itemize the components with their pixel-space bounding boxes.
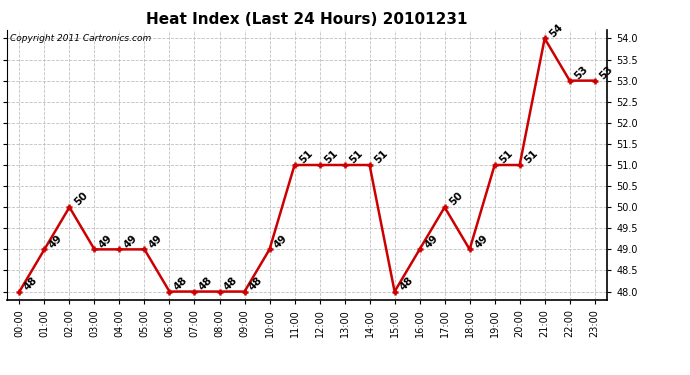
Text: 51: 51 [322, 148, 339, 166]
Text: 48: 48 [197, 275, 215, 292]
Text: 48: 48 [397, 275, 415, 292]
Text: 50: 50 [72, 190, 90, 208]
Text: 49: 49 [473, 232, 490, 250]
Text: Copyright 2011 Cartronics.com: Copyright 2011 Cartronics.com [10, 34, 151, 43]
Text: 51: 51 [347, 148, 365, 166]
Title: Heat Index (Last 24 Hours) 20101231: Heat Index (Last 24 Hours) 20101231 [146, 12, 468, 27]
Text: 53: 53 [598, 64, 615, 81]
Text: 49: 49 [122, 232, 139, 250]
Text: 49: 49 [422, 232, 440, 250]
Text: 51: 51 [522, 148, 540, 166]
Text: 54: 54 [547, 22, 565, 39]
Text: 49: 49 [273, 232, 290, 250]
Text: 49: 49 [147, 232, 165, 250]
Text: 49: 49 [97, 232, 115, 250]
Text: 48: 48 [247, 275, 265, 292]
Text: 50: 50 [447, 190, 465, 208]
Text: 51: 51 [497, 148, 515, 166]
Text: 49: 49 [47, 232, 65, 250]
Text: 48: 48 [222, 275, 239, 292]
Text: 48: 48 [22, 275, 39, 292]
Text: 53: 53 [573, 64, 590, 81]
Text: 48: 48 [172, 275, 190, 292]
Text: 51: 51 [373, 148, 390, 166]
Text: 51: 51 [297, 148, 315, 166]
